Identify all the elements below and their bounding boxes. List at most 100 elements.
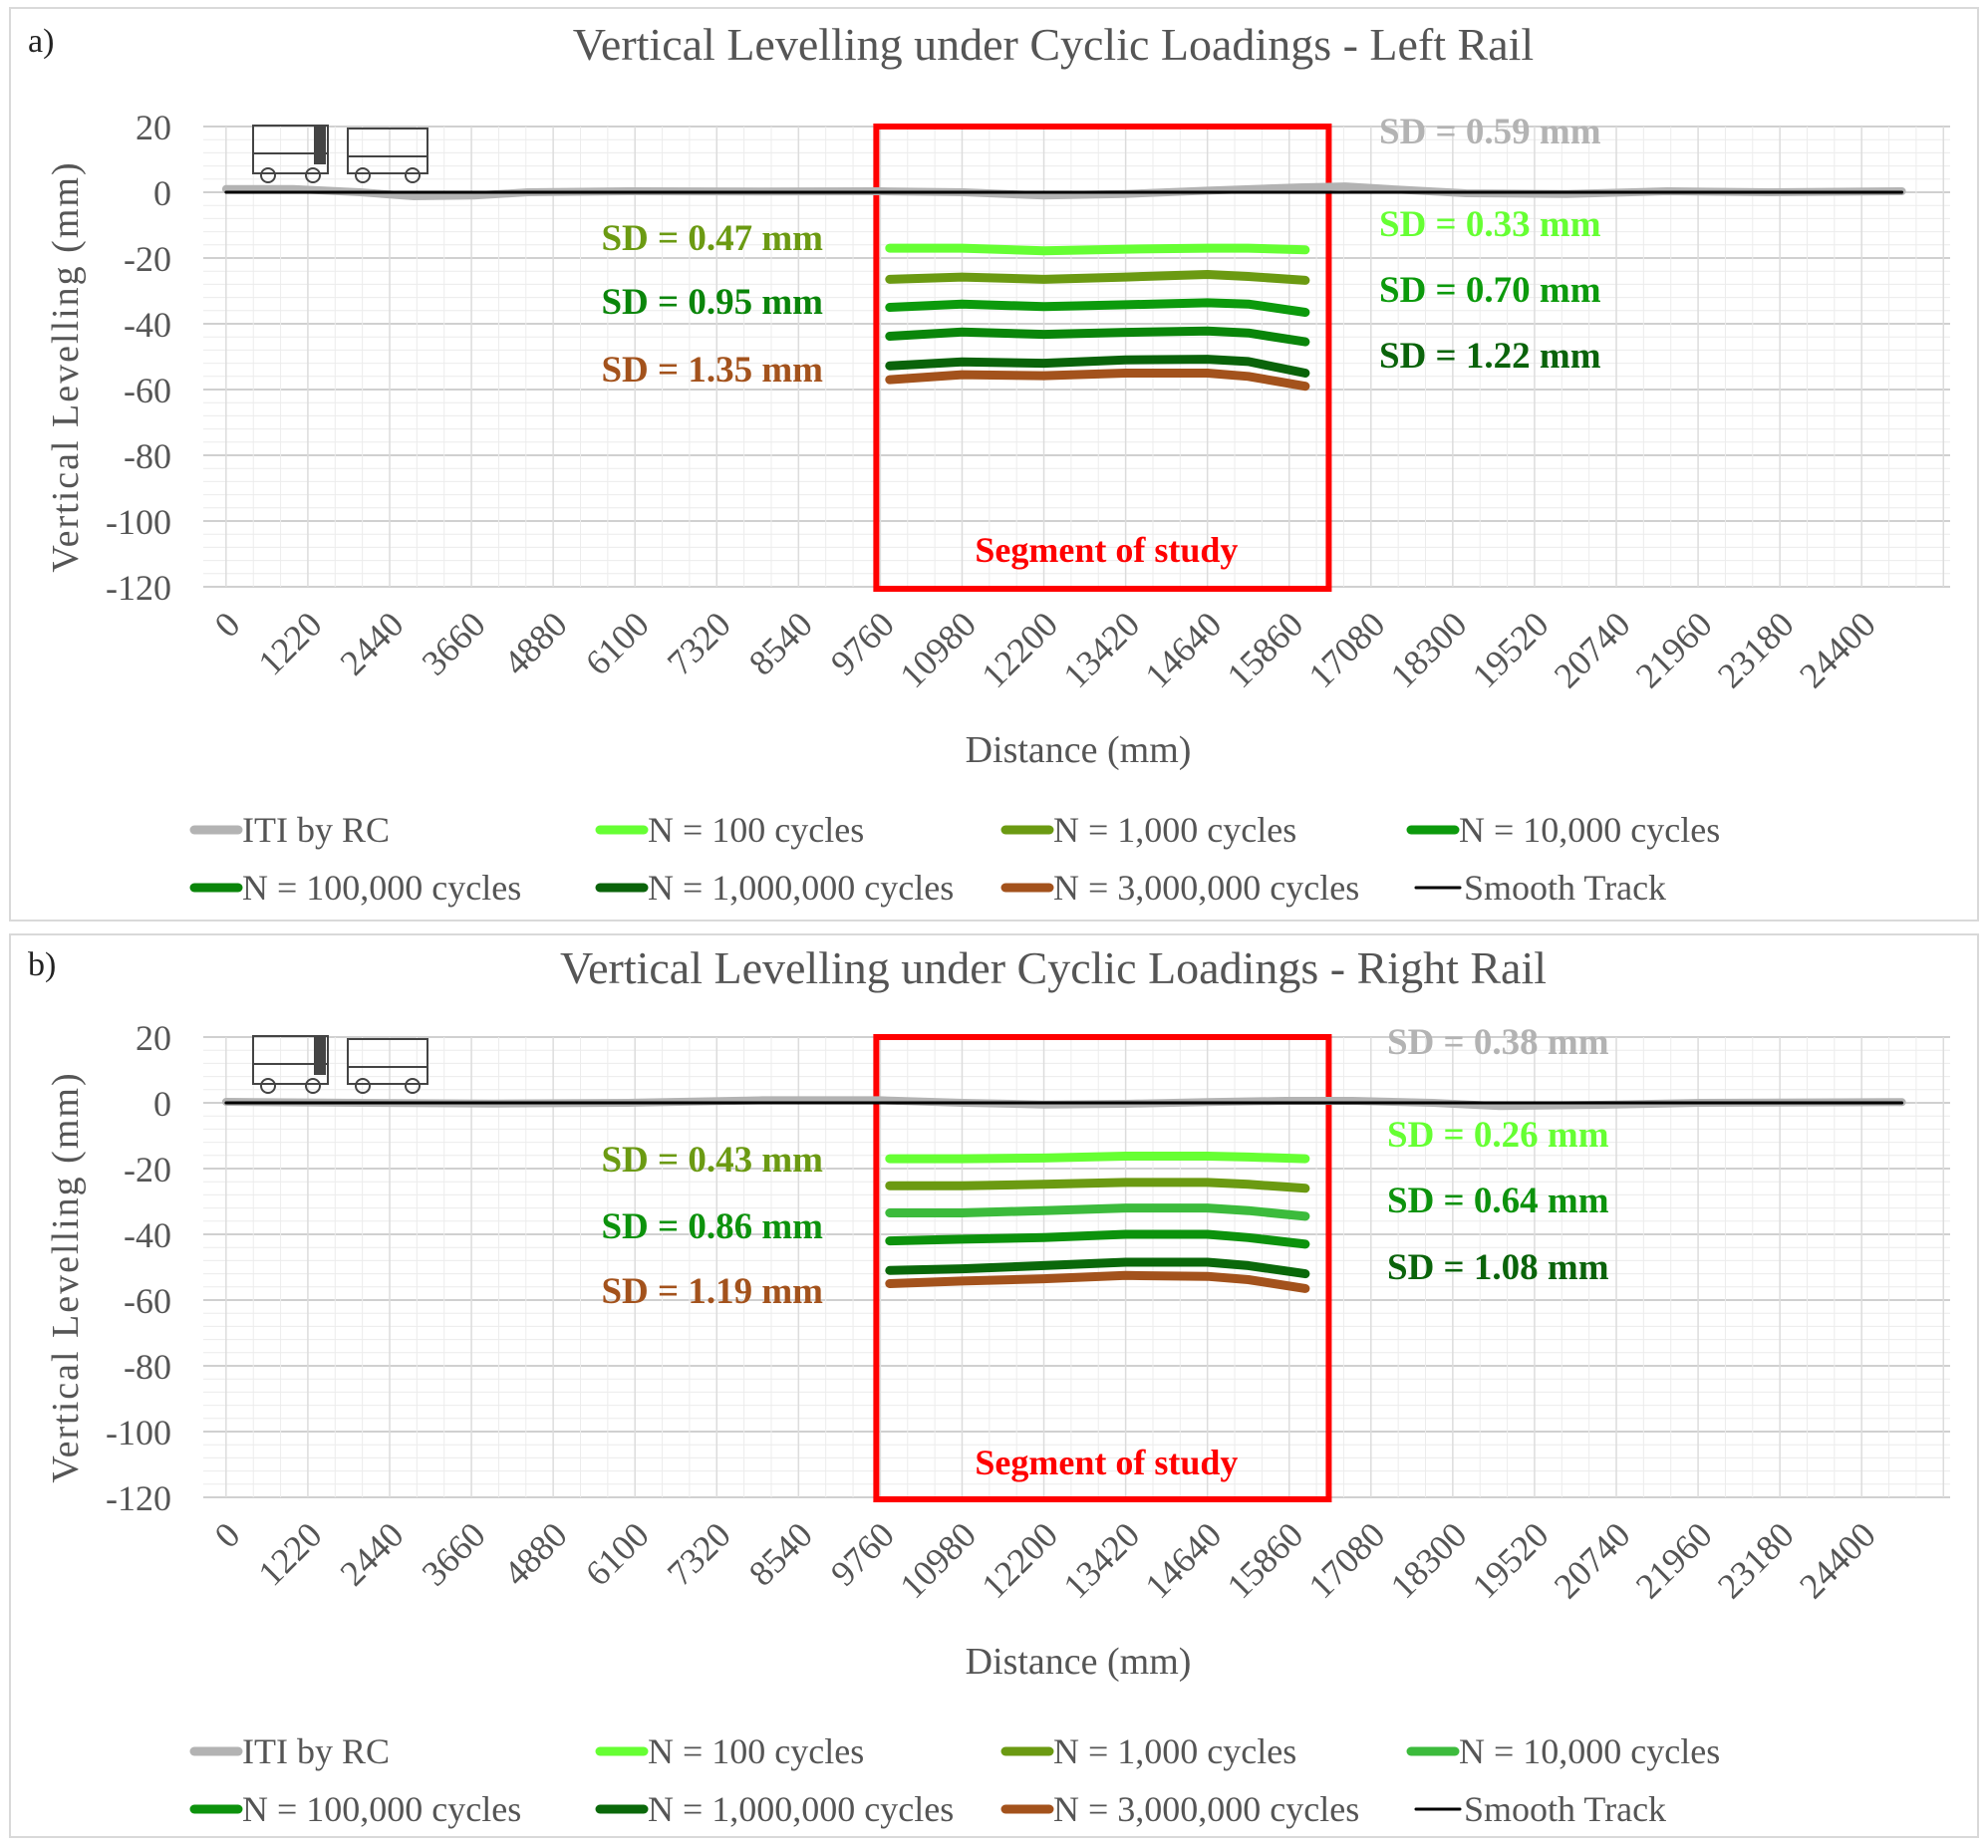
legend-label: N = 1,000 cycles	[1053, 1731, 1296, 1771]
chart-panel-left-rail: a) Vertical Levelling under Cyclic Loadin…	[9, 7, 1979, 922]
series-line-n-1-000-cycles	[885, 1178, 1310, 1193]
y-tick-label: 20	[136, 108, 171, 147]
legend-item: N = 100,000 cycles	[189, 1789, 521, 1829]
legend-label: N = 1,000,000 cycles	[648, 1789, 954, 1829]
y-tick-label: -80	[124, 436, 171, 476]
legend-label: N = 1,000,000 cycles	[648, 868, 954, 908]
wagon-body-icon	[347, 128, 428, 174]
legend-label: ITI by RC	[242, 810, 390, 850]
legend-label: N = 100,000 cycles	[242, 1789, 521, 1829]
legend-label: N = 3,000,000 cycles	[1053, 868, 1359, 908]
legend-item: N = 3,000,000 cycles	[1000, 868, 1359, 908]
legend: ITI by RC N = 100 cycles N = 1,000 cycles N…	[189, 1731, 1720, 1829]
legend-item: N = 10,000 cycles	[1406, 1731, 1720, 1771]
wheel-icon	[355, 1078, 371, 1094]
sd-annotation: SD = 0.33 mm	[1379, 204, 1601, 245]
legend-label: N = 100 cycles	[648, 810, 864, 850]
sd-annotation: SD = 0.43 mm	[601, 1140, 823, 1181]
gridlines	[203, 1036, 1950, 1498]
legend-item: ITI by RC	[189, 1731, 390, 1771]
legend-label: N = 1,000 cycles	[1053, 810, 1296, 850]
wheel-icon	[260, 1078, 276, 1094]
legend-item: N = 1,000 cycles	[1000, 810, 1296, 850]
y-tick-label: -40	[124, 305, 171, 345]
y-tick-label: -60	[124, 1281, 171, 1321]
y-tick-label: -100	[106, 1413, 171, 1452]
chart-left-rail: a) Vertical Levelling under Cyclic Loadin…	[9, 7, 1979, 922]
y-tick-label: -100	[106, 502, 171, 542]
wheel-icon	[405, 1078, 421, 1094]
train-wagon-icon	[252, 125, 428, 183]
sd-annotation: SD = 1.35 mm	[601, 350, 823, 391]
legend-label: N = 10,000 cycles	[1459, 1731, 1720, 1771]
sd-annotation: SD = 0.26 mm	[1387, 1115, 1609, 1156]
y-tick-label: -80	[124, 1347, 171, 1387]
segment-of-study-label: Segment of study	[975, 530, 1238, 570]
legend-item: Smooth Track	[1414, 1789, 1666, 1829]
wheel-icon	[260, 167, 276, 183]
wagon-body-icon	[252, 1035, 329, 1085]
series-line-n-1-000-cycles	[885, 270, 1310, 285]
wagon-ladder-icon	[314, 125, 326, 164]
series-line-n-1-000-000-cycles	[885, 355, 1310, 378]
panel-border	[9, 933, 1979, 1838]
y-tick-label: 0	[153, 173, 171, 213]
series-line-n-3-000-000-cycles	[885, 369, 1310, 392]
y-tick-label: -120	[106, 568, 171, 608]
legend-label: Smooth Track	[1464, 1789, 1666, 1829]
x-axis-title: Distance (mm)	[966, 729, 1192, 771]
chart-right-rail: b) Vertical Levelling under Cyclic Loadin…	[9, 933, 1979, 1838]
sd-annotation: SD = 1.19 mm	[601, 1271, 823, 1312]
legend-label: Smooth Track	[1464, 868, 1666, 908]
series-line-n-100-000-cycles	[885, 1229, 1310, 1249]
chart-title: Vertical Levelling under Cyclic Loadings…	[573, 19, 1534, 70]
wheel-icon	[355, 167, 371, 183]
legend-item: N = 1,000 cycles	[1000, 1731, 1296, 1771]
sd-annotation: SD = 0.59 mm	[1379, 112, 1601, 152]
legend-item: N = 1,000,000 cycles	[595, 868, 954, 908]
wagon-ladder-icon	[314, 1035, 326, 1075]
segment-of-study-box	[873, 124, 1332, 592]
y-tick-label: -60	[124, 371, 171, 410]
series-line-n-100-000-cycles	[885, 326, 1310, 347]
wagon-body-icon	[252, 125, 329, 174]
series-line-n-10-000-cycles	[885, 1203, 1310, 1221]
wheel-icon	[405, 167, 421, 183]
legend-label: N = 100 cycles	[648, 1731, 864, 1771]
wagon-body-icon	[347, 1038, 428, 1085]
sd-annotation: SD = 0.86 mm	[601, 1206, 823, 1247]
legend-item: Smooth Track	[1414, 868, 1666, 908]
segment-of-study-label: Segment of study	[975, 1443, 1238, 1482]
legend-label: N = 3,000,000 cycles	[1053, 1789, 1359, 1829]
sd-annotation: SD = 0.38 mm	[1387, 1022, 1609, 1063]
segment-of-study-box	[873, 1034, 1332, 1502]
x-axis-title: Distance (mm)	[966, 1641, 1192, 1683]
legend: ITI by RC N = 100 cycles N = 1,000 cycles N…	[189, 810, 1720, 908]
train-wagon-icon	[252, 1035, 428, 1094]
chart-panel-right-rail: b) Vertical Levelling under Cyclic Loadin…	[0, 926, 1988, 1843]
sd-annotation: SD = 0.64 mm	[1387, 1181, 1609, 1221]
panel-label: a)	[28, 23, 54, 60]
series-line-n-1-000-000-cycles	[885, 1257, 1310, 1279]
y-tick-label: -20	[124, 1150, 171, 1189]
series-line-n-10-000-cycles	[885, 298, 1310, 317]
sd-annotation: SD = 0.70 mm	[1379, 270, 1601, 311]
chart-title: Vertical Levelling under Cyclic Loadings…	[560, 942, 1547, 993]
legend-label: N = 10,000 cycles	[1459, 810, 1720, 850]
legend-label: ITI by RC	[242, 1731, 390, 1771]
y-tick-label: -120	[106, 1478, 171, 1518]
legend-item: N = 100 cycles	[595, 810, 864, 850]
legend-item: N = 1,000,000 cycles	[595, 1789, 954, 1829]
wheel-icon	[305, 167, 321, 183]
wheel-icon	[305, 1078, 321, 1094]
legend-item: N = 100,000 cycles	[189, 868, 521, 908]
legend-item: N = 10,000 cycles	[1406, 810, 1720, 850]
y-tick-label: 20	[136, 1018, 171, 1058]
y-tick-label: -20	[124, 239, 171, 279]
sd-annotation: SD = 0.47 mm	[601, 218, 823, 259]
y-axis-title: Vertical Levelling (mm)	[45, 1071, 87, 1482]
sd-annotation: SD = 0.95 mm	[601, 282, 823, 323]
panel-border	[9, 7, 1979, 922]
legend-item: N = 100 cycles	[595, 1731, 864, 1771]
series-line-n-100-cycles	[885, 243, 1310, 256]
